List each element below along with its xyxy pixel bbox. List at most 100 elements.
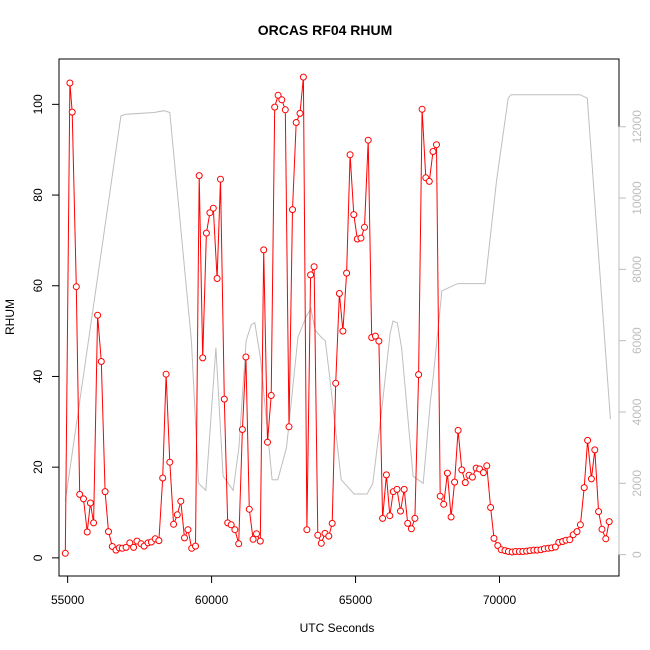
rhum-point xyxy=(602,535,610,543)
rhum-point xyxy=(101,488,109,496)
rhum-point xyxy=(192,542,199,550)
rhum-point xyxy=(184,526,192,534)
rhum-point xyxy=(249,535,257,543)
rhum-point xyxy=(66,79,74,87)
rhum-point xyxy=(447,513,455,521)
rhum-point xyxy=(68,108,76,116)
rhum-point xyxy=(220,395,228,403)
rhum-point xyxy=(83,528,91,536)
rhum-point xyxy=(126,539,134,547)
rhum-point xyxy=(598,525,606,533)
rhum-point xyxy=(350,211,358,219)
x-tick-label: 65000 xyxy=(339,593,373,607)
rhum-point xyxy=(170,520,178,528)
rhum-point xyxy=(346,151,354,159)
rhum-point xyxy=(407,525,415,533)
rhum-point xyxy=(580,484,588,492)
rhum-point xyxy=(310,263,318,271)
rhum-point xyxy=(343,269,351,277)
y2-tick-label: 2000 xyxy=(630,470,644,497)
rhum-point xyxy=(155,537,163,545)
rhum-point xyxy=(386,512,394,520)
x-tick-label: 55000 xyxy=(51,593,85,607)
rhum-point xyxy=(357,234,365,242)
rhum-point xyxy=(379,514,387,522)
rhum-point xyxy=(231,526,239,534)
rhum-point xyxy=(94,311,102,319)
rhum-point xyxy=(584,436,592,444)
chart-title: ORCAS RF04 RHUM xyxy=(258,22,393,38)
rhum-point xyxy=(292,119,300,126)
rhum-point xyxy=(217,175,224,183)
y2-tick-label: 6000 xyxy=(630,327,644,354)
rhum-point xyxy=(76,490,84,498)
y-tick-label: 100 xyxy=(31,94,45,114)
rhum-point xyxy=(296,109,304,117)
y2-tick-label: 10000 xyxy=(630,181,644,215)
y-axis: 0 20 40 60 80 100 xyxy=(31,94,60,561)
rhum-point xyxy=(61,549,69,557)
rhum-point xyxy=(328,519,336,527)
rhum-point xyxy=(595,508,603,516)
rhum-point xyxy=(206,209,214,217)
rhum-point xyxy=(591,446,599,454)
rhum-point xyxy=(487,504,495,511)
rhum-point xyxy=(332,379,340,387)
x-axis-label: UTC Seconds xyxy=(300,621,375,635)
rhum-point xyxy=(242,353,250,361)
rhum-point xyxy=(260,246,268,254)
rhum-point xyxy=(451,478,459,486)
rhum-point xyxy=(425,177,433,185)
rhum-point xyxy=(162,370,170,378)
x-tick-label: 60000 xyxy=(195,593,229,607)
rhum-point xyxy=(72,283,80,291)
rhum-point xyxy=(433,141,440,149)
y2-tick-label: 4000 xyxy=(630,398,644,425)
secondary-y-axis: 0 2000 4000 6000 8000 10000 12000 xyxy=(618,110,644,558)
rhum-point xyxy=(454,426,462,434)
rhum-point xyxy=(382,471,390,479)
y2-tick-label: 8000 xyxy=(630,256,644,283)
rhum-point xyxy=(267,392,275,399)
y-tick-label: 80 xyxy=(31,188,45,202)
rhum-point xyxy=(605,518,613,526)
rhum-point xyxy=(227,521,235,529)
rhum-point xyxy=(202,229,210,237)
rhum-point xyxy=(90,519,98,527)
rhum-point xyxy=(587,475,595,483)
rhum-point xyxy=(375,337,383,345)
rhum-point xyxy=(274,91,282,99)
rhum-point xyxy=(361,223,368,231)
plot-frame xyxy=(58,58,620,577)
y-tick-label: 0 xyxy=(31,554,45,561)
rhum-point xyxy=(429,148,437,155)
rhum-point xyxy=(364,136,372,144)
rhum-point xyxy=(415,371,423,379)
rhum-point xyxy=(289,206,296,214)
rhum-point xyxy=(397,507,404,515)
rhum-point xyxy=(122,543,130,551)
rhum-point xyxy=(400,485,408,493)
rhum-point xyxy=(256,537,264,545)
secondary-series-line xyxy=(64,94,611,502)
rhum-point xyxy=(418,105,426,113)
rhum-point xyxy=(458,466,466,474)
rhum-point xyxy=(551,543,559,551)
rhum-point xyxy=(181,534,188,542)
rhum-point xyxy=(404,519,412,527)
rhum-point xyxy=(566,536,574,544)
rhum-point xyxy=(576,521,584,529)
rhum-point xyxy=(339,327,347,335)
rhum-point xyxy=(199,354,207,362)
rhum-series-line xyxy=(64,77,610,554)
rhum-point xyxy=(371,332,379,340)
rhum-point xyxy=(440,500,448,508)
y-tick-label: 40 xyxy=(31,369,45,383)
y2-tick-label: 0 xyxy=(630,551,644,558)
rhum-point xyxy=(573,528,581,536)
rhum-point xyxy=(166,458,174,466)
rhum-point xyxy=(80,495,87,503)
rhum-point xyxy=(461,479,469,487)
rhum-point xyxy=(281,106,289,114)
